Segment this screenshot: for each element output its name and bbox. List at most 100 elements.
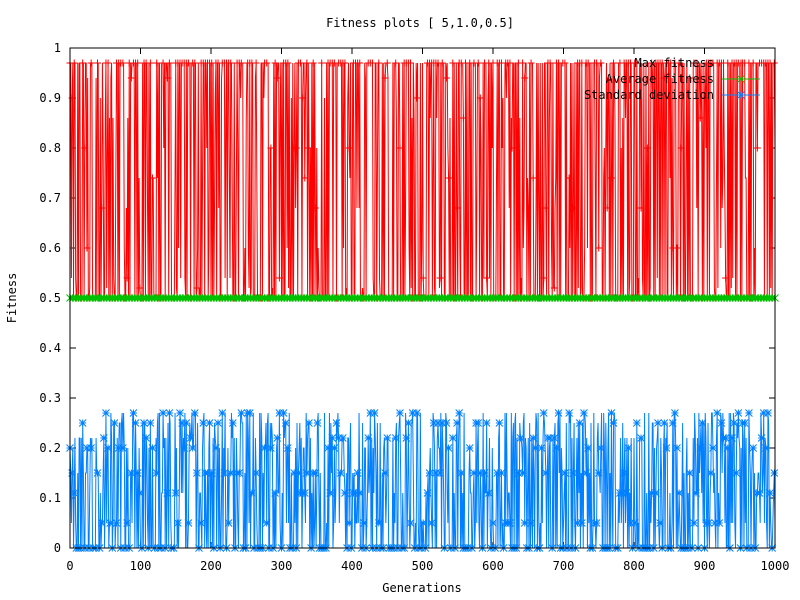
standard-deviation-point: [78, 419, 87, 427]
standard-deviation-point: [609, 419, 618, 427]
average-fitness-point: [122, 294, 131, 302]
x-axis-label: Generations: [382, 581, 461, 595]
standard-deviation-point: [186, 434, 195, 442]
average-fitness-point: [522, 294, 531, 302]
max-fitness-point: [163, 74, 171, 82]
average-fitness-point: [159, 294, 167, 302]
standard-deviation-point: [527, 519, 535, 527]
standard-deviation-point: [429, 419, 438, 427]
standard-deviation-point: [341, 489, 349, 497]
standard-deviation-point: [546, 434, 554, 442]
standard-deviation-point: [133, 469, 142, 477]
max-fitness-point: [70, 59, 78, 67]
average-fitness-point: [618, 294, 627, 302]
standard-deviation-point: [550, 434, 559, 442]
standard-deviation-point: [457, 469, 466, 477]
standard-deviation-point: [434, 419, 442, 427]
average-fitness-point: [314, 294, 323, 302]
x-tick-label: 1000: [761, 559, 790, 573]
average-fitness-point: [303, 294, 311, 302]
average-fitness-point: [576, 294, 585, 302]
average-fitness-point: [742, 294, 751, 302]
average-fitness-point: [345, 294, 354, 302]
max-fitness-point: [146, 59, 154, 67]
standard-deviation-point: [620, 469, 628, 477]
average-fitness-point: [554, 294, 562, 302]
average-fitness-point: [317, 294, 325, 302]
max-fitness-point: [311, 204, 319, 212]
standard-deviation-point: [300, 489, 309, 497]
standard-deviation-point: [569, 469, 578, 477]
standard-deviation-point: [632, 419, 641, 427]
max-fitness-point: [297, 59, 305, 67]
standard-deviation-point: [592, 519, 601, 527]
max-fitness-point: [565, 174, 573, 182]
average-fitness-point: [613, 294, 621, 302]
standard-deviation-point: [561, 469, 569, 477]
average-fitness-point: [695, 294, 703, 302]
average-fitness-point: [133, 294, 142, 302]
standard-deviation-point: [159, 409, 167, 417]
standard-deviation-point: [518, 469, 527, 477]
standard-deviation-point: [698, 419, 707, 427]
standard-deviation-point: [637, 434, 645, 442]
standard-deviation-point: [152, 469, 161, 477]
average-fitness-point: [286, 294, 294, 302]
standard-deviation-point: [582, 469, 590, 477]
standard-deviation-point: [622, 489, 631, 497]
standard-deviation-point: [224, 519, 233, 527]
legend-label: Average fitness: [606, 72, 714, 86]
max-fitness-point: [677, 144, 685, 152]
max-fitness-point: [449, 59, 457, 67]
max-fitness-point: [483, 274, 491, 282]
legend: Max fitness Average fitness Standard devia…: [584, 56, 760, 102]
average-fitness-point: [356, 294, 365, 302]
standard-deviation-point: [135, 489, 144, 497]
standard-deviation-point: [275, 409, 284, 417]
standard-deviation-point: [355, 489, 364, 497]
standard-deviation-point: [114, 444, 123, 452]
average-fitness-point: [384, 294, 393, 302]
max-fitness-point: [722, 274, 730, 282]
y-tick-label: 0.6: [39, 241, 61, 255]
average-fitness-point: [573, 294, 582, 302]
standard-deviation-point: [497, 469, 506, 477]
average-fitness-point: [435, 294, 444, 302]
average-fitness-point: [765, 294, 774, 302]
average-fitness-point: [624, 294, 633, 302]
average-fitness-point: [692, 294, 700, 302]
average-fitness-point: [672, 294, 681, 302]
average-fitness-point: [162, 294, 170, 302]
standard-deviation-point: [119, 444, 127, 452]
average-fitness-point: [486, 294, 495, 302]
max-fitness-point: [527, 59, 535, 67]
average-fitness-point: [559, 294, 568, 302]
average-fitness-point: [325, 294, 334, 302]
standard-deviation-point: [696, 444, 705, 452]
average-fitness-point: [283, 294, 291, 302]
average-fitness-point: [472, 294, 480, 302]
standard-deviation-point: [761, 444, 770, 452]
average-fitness-point: [311, 294, 320, 302]
standard-deviation-point: [87, 444, 96, 452]
standard-deviation-point: [480, 469, 489, 477]
plot-frame: [69, 47, 776, 549]
average-fitness-point: [260, 294, 269, 302]
average-fitness-point: [300, 294, 308, 302]
average-fitness-point: [596, 294, 605, 302]
standard-deviation-point: [404, 419, 413, 427]
average-fitness-point: [187, 294, 196, 302]
average-fitness-point: [398, 294, 407, 302]
standard-deviation-point: [745, 409, 753, 417]
y-tick-label: 0.1: [39, 491, 61, 505]
standard-deviation-point: [732, 469, 741, 477]
average-fitness-point: [452, 294, 461, 302]
average-fitness-point: [449, 294, 458, 302]
average-fitness-point: [190, 294, 198, 302]
average-fitness-point: [455, 294, 464, 302]
standard-deviation-point: [97, 519, 106, 527]
standard-deviation-point: [706, 469, 715, 477]
standard-deviation-point: [102, 409, 110, 417]
standard-deviation-point: [413, 409, 421, 417]
